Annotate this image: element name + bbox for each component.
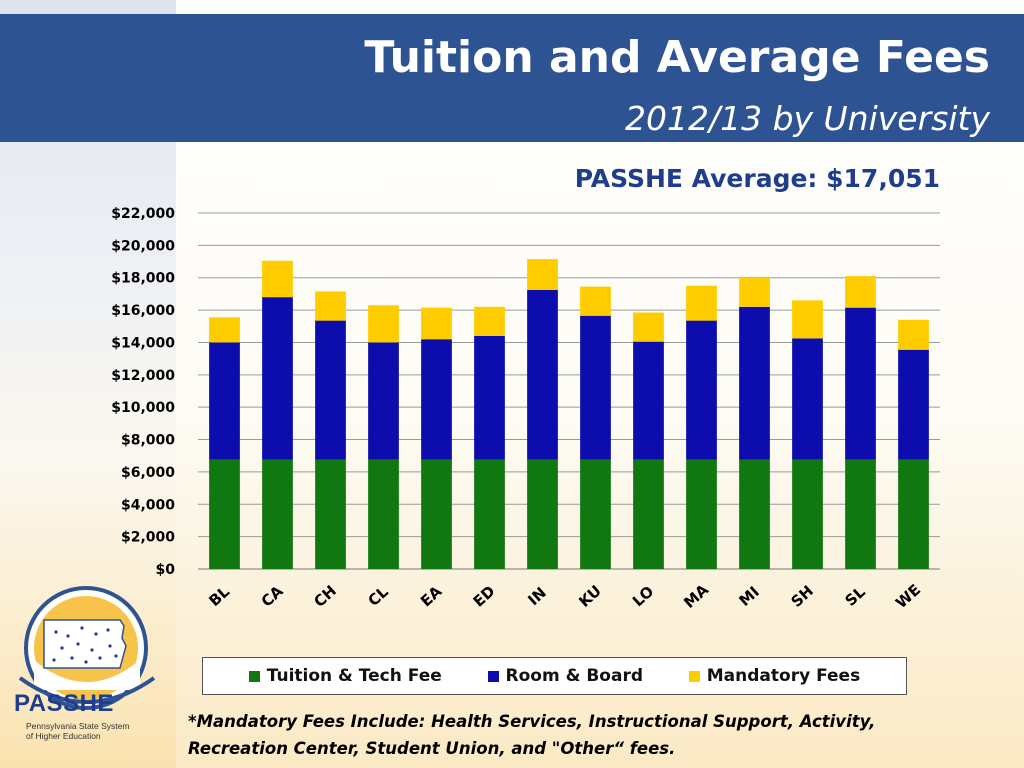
x-tick-label: CL [364, 582, 392, 609]
bar-segment-ca-2 [262, 260, 293, 298]
bar-segment-we-1 [898, 349, 929, 460]
legend-label-tuition: Tuition & Tech Fee [266, 666, 442, 686]
chart-legend: Tuition & Tech Fee Room & Board Mandator… [202, 657, 907, 695]
y-tick-label: $16,000 [111, 303, 175, 319]
bar-segment-ea-1 [421, 339, 452, 460]
x-tick-label: CA [258, 582, 287, 611]
legend-label-mandatory-fees: Mandatory Fees [706, 666, 861, 686]
bar-segment-ea-2 [421, 307, 452, 340]
x-tick-label: ED [470, 582, 499, 611]
bar-segment-ca-1 [262, 297, 293, 460]
y-tick-label: $4,000 [121, 497, 175, 513]
bar-segment-ma-0 [686, 459, 717, 569]
bar-segment-bl-1 [209, 342, 240, 460]
bar-segment-sh-1 [792, 338, 823, 460]
page-subtitle: 2012/13 by University [624, 99, 990, 138]
y-tick-label: $12,000 [111, 368, 175, 384]
legend-item-mandatory-fees: Mandatory Fees [688, 666, 861, 686]
footnote-line-2: Recreation Center, Student Union, and "O… [188, 739, 676, 758]
x-tick-label: MI [736, 583, 763, 610]
bar-segment-ed-1 [474, 335, 505, 460]
legend-swatch-room-board [487, 670, 499, 682]
bar-segment-ma-2 [686, 285, 717, 321]
bar-segment-cl-1 [368, 342, 399, 460]
logo-subtitle: Pennsylvania State System of Higher Educ… [26, 721, 156, 741]
bar-segment-bl-2 [209, 317, 240, 343]
legend-item-room-board: Room & Board [487, 666, 644, 686]
footnote-line-1: *Mandatory Fees Include: Health Services… [188, 712, 876, 731]
bar-segment-ch-1 [315, 320, 346, 460]
logo-subtitle-line-1: Pennsylvania State System [26, 721, 130, 731]
y-tick-label: $10,000 [111, 400, 175, 416]
x-tick-label: MA [680, 580, 712, 611]
bar-segment-sh-0 [792, 459, 823, 569]
chart-annotation-average: PASSHE Average: $17,051 [574, 164, 940, 193]
x-tick-label: EA [417, 582, 446, 610]
bar-segment-lo-1 [633, 341, 664, 460]
footnote: *Mandatory Fees Include: Health Services… [188, 708, 988, 762]
bar-segment-ed-0 [474, 459, 505, 569]
y-tick-label: $20,000 [111, 238, 175, 254]
bar-segment-bl-0 [209, 459, 240, 569]
bar-segment-ma-1 [686, 320, 717, 460]
bar-segment-ch-2 [315, 291, 346, 321]
bar-segment-we-2 [898, 319, 929, 350]
logo-subtitle-line-2: of Higher Education [26, 731, 101, 741]
bar-segment-sl-0 [845, 459, 876, 569]
bar-segment-mi-2 [739, 277, 770, 307]
y-tick-label: $18,000 [111, 271, 175, 287]
x-tick-label: CH [310, 582, 340, 611]
bar-segment-mi-1 [739, 306, 770, 460]
x-tick-label: SL [842, 582, 870, 609]
bar-segment-sl-2 [845, 276, 876, 308]
bar-segment-ku-0 [580, 459, 611, 569]
x-tick-label: WE [892, 581, 924, 612]
bars [209, 259, 929, 569]
bar-segment-in-2 [527, 259, 558, 290]
y-tick-label: $22,000 [111, 206, 175, 222]
bar-segment-ku-2 [580, 286, 611, 316]
y-tick-label: $8,000 [121, 433, 175, 449]
page-title: Tuition and Average Fees [364, 32, 990, 83]
gridlines [198, 212, 940, 570]
legend-item-tuition: Tuition & Tech Fee [248, 666, 442, 686]
legend-swatch-tuition [248, 670, 260, 682]
bar-segment-sl-1 [845, 307, 876, 460]
bar-segment-lo-0 [633, 459, 664, 569]
legend-swatch-mandatory-fees [688, 670, 700, 682]
bar-segment-ku-1 [580, 315, 611, 460]
x-tick-label: KU [575, 582, 605, 611]
x-axis-tick-labels: BL CA CH CL EA ED IN KU LO MA MI SH SL WE [205, 580, 924, 611]
bar-segment-ed-2 [474, 306, 505, 336]
y-tick-label: $0 [156, 562, 176, 578]
bar-segment-cl-0 [368, 459, 399, 569]
x-tick-label: SH [787, 582, 816, 611]
y-tick-label: $6,000 [121, 465, 175, 481]
bar-segment-mi-0 [739, 459, 770, 569]
bar-segment-lo-2 [633, 312, 664, 342]
title-banner: Tuition and Average Fees 2012/13 by Univ… [0, 14, 1024, 142]
legend-label-room-board: Room & Board [505, 666, 644, 686]
y-tick-label: $14,000 [111, 335, 175, 351]
bar-segment-ea-0 [421, 459, 452, 569]
bar-segment-in-1 [527, 289, 558, 460]
bar-segment-ca-0 [262, 459, 293, 569]
bar-segment-in-0 [527, 459, 558, 569]
x-tick-label: LO [629, 582, 657, 610]
bar-segment-sh-2 [792, 300, 823, 339]
x-tick-label: IN [524, 584, 550, 610]
bar-segment-we-0 [898, 459, 929, 569]
bar-segment-cl-2 [368, 305, 399, 343]
passhe-logo [18, 586, 156, 710]
y-axis-tick-labels: $0 $2,000 $4,000 $6,000 $8,000 $10,000 $12,000… [111, 206, 175, 578]
y-tick-label: $2,000 [121, 530, 175, 546]
logo-wordmark: PASSHE [14, 690, 114, 717]
x-tick-label: BL [205, 582, 233, 610]
bar-segment-ch-0 [315, 459, 346, 569]
